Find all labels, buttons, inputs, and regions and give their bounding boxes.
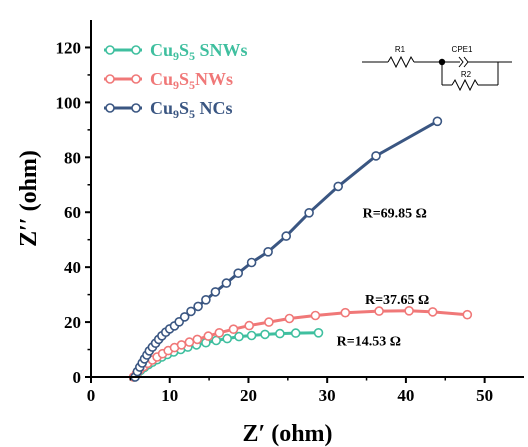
y-tick-label: 0 — [73, 368, 82, 387]
plot-marks — [128, 116, 473, 382]
data-point — [462, 309, 473, 320]
data-point — [201, 294, 211, 305]
x-tick-label: 30 — [319, 386, 336, 405]
data-point — [234, 331, 244, 342]
data-point — [179, 312, 190, 322]
legend-item-cu9s5-nws: Cu9S5NWs — [104, 69, 233, 92]
data-point — [281, 231, 292, 241]
data-point — [186, 306, 196, 317]
x-tick-label: 10 — [161, 386, 178, 405]
data-point — [340, 307, 351, 318]
resistor-r1 — [387, 55, 415, 69]
axes: 0 10 20 30 40 50 0 20 40 60 80 100 120 Z′ (ohm) Z′′ (o… — [16, 20, 524, 447]
legend-item-cu9s5-ncs: Cu9S5 NCs — [104, 98, 233, 121]
annotations: R=69.85 Ω R=37.65 Ω R=14.53 Ω — [337, 207, 430, 350]
data-point — [310, 310, 321, 321]
x-tick-label: 20 — [240, 386, 257, 405]
legend-swatch-marker — [131, 74, 141, 84]
x-tick-label: 40 — [397, 386, 414, 405]
circuit-label: CPE1 — [452, 45, 473, 54]
data-point — [246, 257, 257, 268]
data-point — [246, 330, 257, 341]
data-point — [284, 313, 295, 324]
legend-item-cu9s5-snws: Cu9S5 SNWs — [104, 40, 248, 63]
data-point — [263, 247, 273, 257]
y-tick-label: 40 — [64, 258, 81, 277]
data-point — [222, 333, 232, 344]
series-cu9s5-ncs — [130, 116, 443, 382]
y-tick-label: 20 — [64, 313, 81, 332]
data-point — [427, 307, 438, 317]
legend: Cu9S5 SNWs Cu9S5NWs Cu9S5 NCs — [104, 40, 248, 121]
y-axis-title: Z′′ (ohm) — [16, 150, 42, 247]
data-point — [221, 278, 232, 288]
data-point — [210, 287, 221, 297]
circuit-label: R1 — [395, 45, 406, 54]
y-tick-label: 120 — [56, 38, 82, 57]
legend-swatch-marker — [105, 45, 115, 55]
legend-label: Cu9S5 NCs — [150, 98, 233, 121]
data-point — [333, 181, 344, 192]
cpe-element — [458, 56, 464, 68]
data-point — [214, 327, 225, 338]
legend-swatch-marker — [131, 45, 141, 55]
resistance-annotation: R=14.53 Ω — [337, 334, 401, 349]
data-point — [176, 340, 187, 350]
y-tick-label: 100 — [56, 93, 82, 112]
data-point — [233, 268, 243, 279]
data-point — [264, 317, 274, 327]
resistance-annotation: R=69.85 Ω — [363, 207, 427, 222]
data-point — [192, 334, 203, 345]
data-point — [371, 151, 381, 161]
legend-swatch-marker — [131, 103, 141, 113]
data-point — [244, 320, 254, 331]
equivalent-circuit: R1 CPE1 R2 — [362, 45, 512, 92]
data-point — [432, 116, 443, 127]
resistor-r2 — [451, 78, 479, 92]
x-axis-title: Z′ (ohm) — [242, 421, 332, 447]
data-point — [404, 305, 414, 316]
y-tick-label: 80 — [64, 148, 81, 167]
data-point — [304, 208, 314, 218]
circuit-label: R2 — [461, 70, 472, 79]
x-tick-label: 0 — [87, 386, 96, 405]
legend-label: Cu9S5NWs — [150, 69, 233, 92]
legend-swatch-marker — [105, 103, 115, 113]
legend-label: Cu9S5 SNWs — [150, 40, 248, 63]
data-point — [313, 327, 324, 338]
data-point — [374, 306, 384, 316]
data-point — [184, 337, 195, 347]
x-tick-label: 50 — [476, 386, 493, 405]
data-point — [211, 335, 221, 346]
y-tick-label: 60 — [64, 203, 81, 222]
data-point — [193, 301, 203, 312]
data-point — [260, 329, 270, 340]
data-point — [203, 331, 214, 341]
legend-swatch-marker — [105, 74, 115, 84]
data-point — [290, 328, 301, 338]
data-point — [275, 328, 285, 339]
data-point — [228, 324, 239, 335]
resistance-annotation: R=37.65 Ω — [365, 293, 429, 308]
